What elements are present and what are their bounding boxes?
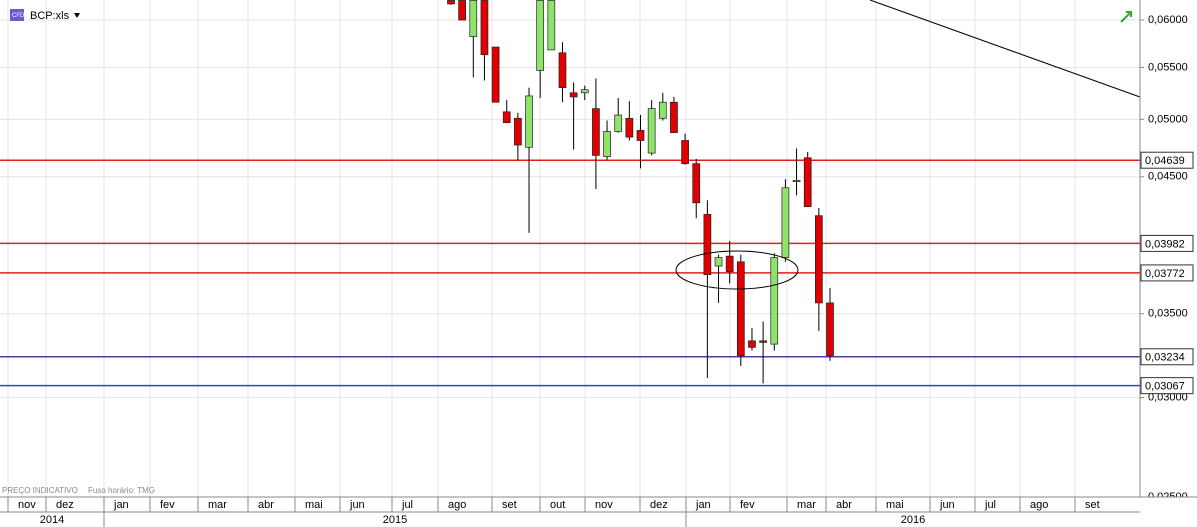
x-tick-label: mar	[208, 499, 227, 511]
level-label: 0,03772	[1145, 268, 1185, 280]
candle-body	[558, 52, 567, 88]
footer-text: PREÇO INDICATIVO	[2, 486, 78, 495]
candle-body	[681, 140, 689, 164]
x-axis: nov dez jan fev mar abr mai jun jul ago set out nov d…	[7, 497, 1100, 527]
y-tick-label: 0,03500	[1148, 308, 1188, 320]
x-tick-label: ago	[448, 499, 466, 511]
x-tick-label: jan	[113, 499, 129, 511]
x-tick-label: nov	[18, 499, 36, 511]
x-tick-label: dez	[650, 499, 668, 511]
level-label-box	[1140, 264, 1194, 282]
candle-body	[815, 215, 823, 304]
candle-body	[469, 0, 478, 37]
status-icon	[1120, 11, 1132, 23]
year-label: 2015	[383, 514, 407, 526]
x-tick-label: abr	[258, 499, 274, 511]
candle-body	[525, 95, 533, 148]
candle-body	[725, 255, 734, 273]
candle-body	[491, 46, 500, 103]
y-tick-label: 0,04500	[1148, 171, 1188, 183]
candle-body	[826, 302, 834, 357]
level-label: 0,04639	[1145, 155, 1185, 167]
candle-body	[636, 130, 645, 141]
candle-body	[736, 261, 745, 357]
x-tick-label: jul	[401, 499, 413, 511]
candle-body	[748, 340, 756, 348]
level-label-box	[1140, 234, 1194, 252]
candle-body	[569, 92, 578, 98]
x-tick-label: dez	[56, 499, 74, 511]
dropdown-arrow[interactable]	[74, 13, 80, 18]
candle-body	[759, 340, 767, 343]
x-tick-label: ago	[1030, 499, 1048, 511]
candle-body	[458, 0, 466, 21]
candles	[447, 0, 834, 384]
cfd-icon	[10, 9, 24, 21]
candle-body	[614, 114, 623, 132]
trend-line	[869, 0, 1141, 98]
candle-body	[658, 101, 667, 119]
y-tick-label: 0,05000	[1148, 113, 1188, 125]
level-label-box	[1140, 377, 1194, 395]
candle-body	[647, 108, 656, 154]
candle-body	[781, 187, 790, 258]
candle-body	[703, 214, 712, 276]
highlight-ellipse	[675, 250, 799, 290]
candle-body	[803, 157, 812, 207]
candle-body	[547, 0, 556, 51]
level-label: 0,03982	[1145, 238, 1185, 250]
candle-body	[625, 117, 634, 138]
y-tick-label: 0,06000	[1148, 14, 1188, 26]
candle-body	[792, 180, 801, 182]
x-tick-label: fev	[740, 499, 755, 511]
y-tick-label: 0,05500	[1148, 61, 1188, 73]
candle-body	[502, 111, 511, 124]
candle-body	[670, 101, 678, 133]
year-label: 2014	[40, 514, 64, 526]
x-tick-label: set	[1085, 499, 1100, 511]
x-tick-label: jan	[695, 499, 711, 511]
candle-body	[714, 257, 723, 267]
x-tick-label: nov	[595, 499, 613, 511]
x-tick-label: mai	[886, 499, 904, 511]
x-tick-label: set	[502, 499, 517, 511]
x-tick-label: out	[550, 499, 565, 511]
x-tick-label: fev	[160, 499, 175, 511]
x-tick-label: jul	[984, 499, 996, 511]
candle-body	[603, 131, 611, 157]
level-label-box	[1140, 348, 1194, 366]
cfd-icon-text: CFD	[12, 13, 25, 19]
chart-title: BCP:xls	[30, 10, 70, 22]
candle-body	[447, 0, 455, 5]
candle-body	[770, 257, 779, 345]
x-tick-label: mar	[797, 499, 816, 511]
levels	[0, 159, 1140, 387]
candle-body	[480, 0, 489, 56]
candle-body	[592, 108, 600, 156]
x-tick-label: jun	[349, 499, 365, 511]
candle-body	[692, 163, 701, 204]
footer-text: Fuso horário: TMG	[88, 486, 155, 495]
level-label: 0,03234	[1145, 352, 1185, 364]
x-tick-label: jun	[939, 499, 955, 511]
level-labels: 0,04639 0,03982 0,03772 0,03234 0,03067	[1140, 151, 1194, 395]
level-label: 0,03067	[1145, 381, 1185, 393]
level-label-box	[1140, 151, 1194, 169]
y-axis: 0,025000,030000,035000,045000,050000,055…	[1140, 14, 1188, 503]
candle-body	[536, 0, 545, 71]
candle-body	[580, 89, 589, 94]
x-tick-label: mai	[305, 499, 323, 511]
x-tick-label: abr	[836, 499, 852, 511]
y-tick-label: 0,03000	[1148, 392, 1188, 404]
year-label: 2016	[901, 514, 925, 526]
candle-body	[514, 117, 522, 146]
